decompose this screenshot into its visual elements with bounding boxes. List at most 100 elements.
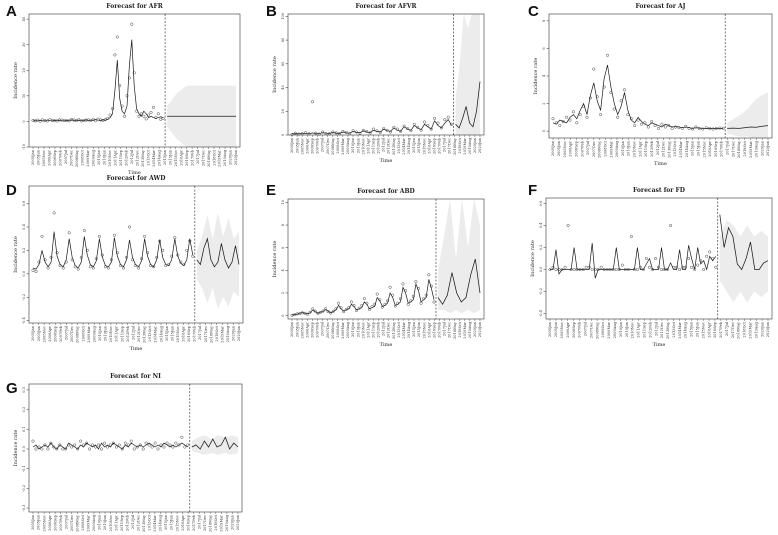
observed-point [85, 248, 89, 252]
x-tick-label: 2007Jul [64, 514, 68, 529]
observed-point [159, 117, 163, 121]
x-tick-label: 2012Dec [135, 150, 139, 166]
chart-title: Forecast for AWD [107, 175, 166, 182]
observed-point [702, 268, 706, 271]
observed-point [355, 309, 358, 312]
x-tick-label: 2017Dec [204, 326, 208, 342]
x-tick-label: 2007Jul [584, 321, 588, 336]
x-tick-label: 2016Apr [181, 515, 185, 531]
y-tick-label: 0 [281, 314, 285, 317]
x-tick-label: 2020Jan [760, 140, 764, 156]
observed-point [677, 126, 681, 130]
observed-point [147, 443, 151, 447]
observed-point [55, 251, 59, 255]
observed-point [106, 116, 110, 120]
x-tick-label: 2007Dec [70, 515, 74, 531]
observed-point [582, 104, 586, 108]
x-tick-label: 2011Apr [638, 141, 642, 157]
x-tick-label: 2020Jan [232, 325, 236, 341]
x-tick-label: 2012Feb [124, 149, 128, 166]
observed-point [331, 130, 335, 134]
observed-point [43, 443, 47, 447]
y-tick-label: 0 [281, 133, 285, 136]
x-tick-label: 2005Jun [554, 321, 558, 337]
observed-point [180, 435, 184, 439]
observed-point [297, 132, 301, 136]
observed-point [37, 260, 41, 264]
observed-point [334, 131, 338, 135]
observed-point [691, 127, 694, 131]
observed-point [595, 95, 599, 99]
observed-point [94, 119, 98, 123]
observed-point [112, 233, 116, 237]
observed-point [55, 119, 59, 123]
x-tick-label: 2011Apr [115, 326, 119, 342]
x-tick-label: 2011Sep [371, 321, 375, 338]
y-axis-label: Incidence rate [272, 241, 278, 278]
x-tick-label: 2012Dec [136, 515, 140, 531]
x-tick-label: 2017Feb [192, 514, 196, 531]
observed-point [326, 310, 330, 314]
x-tick-label: 2017Dec [731, 322, 735, 338]
y-tick-label: -0.2 [539, 288, 543, 295]
observed-point [429, 127, 433, 131]
x-tick-label: 2009Mar [609, 141, 613, 158]
x-tick-label: 2017Feb [720, 140, 724, 157]
x-tick-label: 2016Sep [432, 321, 436, 338]
x-tick-label: 2009Mar [607, 322, 611, 339]
observed-point [125, 255, 128, 259]
x-tick-label: 2014Mar [154, 326, 158, 343]
x-tick-label: 2016Apr [179, 150, 183, 166]
y-tick-label: -0.2 [22, 485, 26, 492]
x-tick-label: 2011Sep [371, 137, 375, 154]
x-tick-label: 2011Sep [644, 140, 648, 157]
chart-title: Forecast for ABD [357, 188, 414, 195]
x-tick-label: 2007Jul [65, 325, 69, 340]
observed-point [424, 293, 428, 297]
observed-point [443, 118, 447, 122]
observed-point [406, 127, 409, 130]
x-tick-label: 2007Jul [586, 140, 590, 155]
observed-point [123, 441, 127, 445]
x-tick-label: 2019Mar [749, 322, 753, 339]
x-tick-label: 2013Oct [397, 137, 401, 153]
observed-point [40, 234, 44, 238]
x-tick-label: 2019Aug [468, 137, 472, 154]
observed-point [632, 268, 636, 271]
x-tick-label: 2010Nov [361, 321, 365, 338]
y-tick-label: -0.4 [539, 309, 543, 317]
forecast-series-line [196, 237, 240, 269]
x-tick-label: 2006Sep [53, 149, 57, 166]
observed-point [690, 265, 694, 269]
observed-point [186, 443, 190, 447]
observed-point [592, 67, 596, 71]
y-tick-label: 0.3 [22, 386, 26, 392]
y-axis-label: Incidence rate [533, 58, 539, 95]
observed-point [409, 299, 413, 303]
x-tick-label: 2020Jun [236, 514, 240, 530]
chart-title: Forecast for AFVR [355, 3, 417, 10]
x-tick-label: 2020Jun [234, 149, 238, 165]
observed-point [79, 255, 83, 259]
x-tick-label: 2016Sep [713, 321, 717, 338]
observed-point [414, 280, 418, 284]
x-tick-label: 2013Oct [397, 321, 401, 337]
observed-point [96, 117, 100, 121]
observed-point [79, 439, 83, 443]
panel-letter: E [266, 182, 276, 199]
x-tick-label: 2013Oct [673, 140, 677, 156]
observed-point [612, 107, 616, 111]
y-tick-label: 0.0 [22, 445, 26, 451]
observed-point [711, 257, 715, 260]
panel-letter: F [528, 182, 537, 199]
observed-point [674, 125, 677, 129]
observed-point [46, 266, 50, 270]
forecast-series-line [191, 436, 239, 450]
x-tick-label: 2012Feb [125, 514, 129, 531]
observed-point [368, 131, 372, 135]
y-axis-label: Incidence rate [13, 430, 19, 467]
observed-point [360, 303, 364, 307]
x-tick-label: 2019Aug [754, 321, 758, 338]
observed-point [179, 260, 183, 264]
